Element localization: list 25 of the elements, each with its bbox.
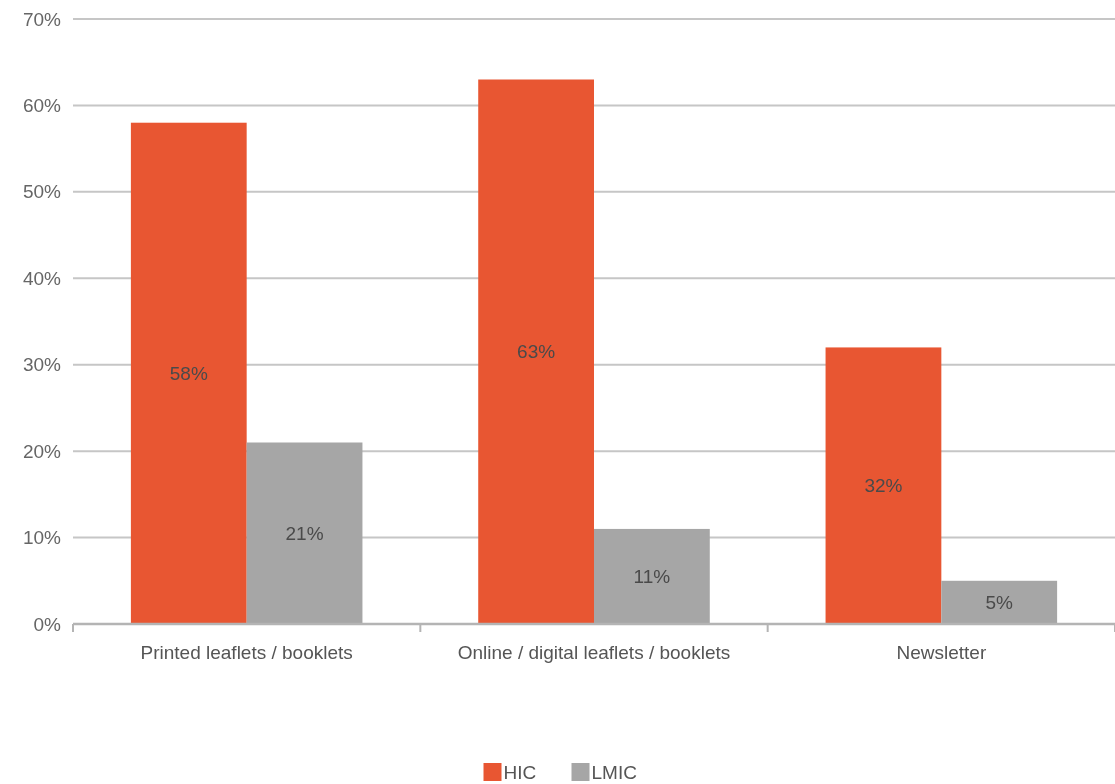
y-tick-label: 50% <box>22 181 62 203</box>
y-tick-label: 30% <box>22 354 62 376</box>
data-label: 5% <box>985 591 1014 613</box>
y-tick-label: 60% <box>22 94 62 116</box>
legend-label: HIC <box>503 761 537 783</box>
data-label: 21% <box>285 522 324 544</box>
y-tick-label: 0% <box>33 613 62 635</box>
data-label: 11% <box>633 565 671 587</box>
x-tick-label: Newsletter <box>896 641 987 663</box>
bar <box>941 580 1058 624</box>
y-tick-label: 10% <box>22 527 62 549</box>
legend-label: LMIC <box>591 761 637 783</box>
y-tick-label: 20% <box>22 440 62 462</box>
bar <box>246 442 363 624</box>
data-label: 58% <box>169 362 208 384</box>
y-tick-label: 40% <box>22 267 62 289</box>
data-label: 63% <box>517 341 556 363</box>
bar <box>130 122 247 624</box>
bar <box>478 79 594 624</box>
x-tick-label: Printed leaflets / booklets <box>140 641 353 663</box>
x-tick-label: Online / digital leaflets / booklets <box>457 641 731 663</box>
data-label: 32% <box>864 475 903 497</box>
y-tick-label: 70% <box>22 8 62 30</box>
bar <box>825 347 942 624</box>
bar <box>594 528 710 624</box>
